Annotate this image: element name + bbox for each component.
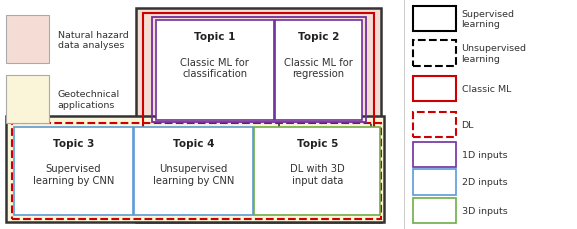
Text: 2D inputs: 2D inputs — [462, 177, 507, 187]
Text: Topic 2: Topic 2 — [298, 32, 339, 42]
Text: Classic ML: Classic ML — [462, 85, 511, 94]
Text: DL with 3D
input data: DL with 3D input data — [290, 164, 344, 185]
Text: Topic 1: Topic 1 — [194, 32, 235, 42]
Text: Classic ML for
classification: Classic ML for classification — [181, 57, 249, 79]
Text: Topic 4: Topic 4 — [173, 139, 214, 148]
FancyBboxPatch shape — [413, 77, 456, 102]
FancyBboxPatch shape — [413, 198, 456, 223]
FancyBboxPatch shape — [6, 117, 384, 222]
FancyBboxPatch shape — [413, 142, 456, 167]
FancyBboxPatch shape — [254, 127, 380, 215]
FancyBboxPatch shape — [6, 16, 49, 64]
FancyBboxPatch shape — [275, 21, 362, 120]
Text: Natural hazard
data analyses: Natural hazard data analyses — [58, 30, 129, 50]
FancyBboxPatch shape — [413, 112, 456, 137]
Text: Supervised
learning: Supervised learning — [462, 10, 515, 29]
FancyBboxPatch shape — [136, 9, 381, 222]
FancyBboxPatch shape — [413, 41, 456, 66]
FancyBboxPatch shape — [6, 76, 49, 124]
Text: Topic 5: Topic 5 — [297, 139, 338, 148]
Text: Topic 3: Topic 3 — [53, 139, 94, 148]
Text: 3D inputs: 3D inputs — [462, 206, 507, 215]
Text: DL: DL — [462, 120, 474, 129]
FancyBboxPatch shape — [413, 7, 456, 32]
Text: Classic ML for
regression: Classic ML for regression — [284, 57, 353, 79]
FancyBboxPatch shape — [134, 127, 253, 215]
FancyBboxPatch shape — [14, 127, 133, 215]
Text: Unsupervised
learning: Unsupervised learning — [462, 44, 527, 63]
Text: Geotechnical
applications: Geotechnical applications — [58, 90, 120, 109]
Text: 1D inputs: 1D inputs — [462, 150, 507, 159]
FancyBboxPatch shape — [156, 21, 274, 120]
Text: Unsupervised
learning by CNN: Unsupervised learning by CNN — [153, 164, 234, 185]
Text: Supervised
learning by CNN: Supervised learning by CNN — [33, 164, 114, 185]
FancyBboxPatch shape — [413, 169, 456, 195]
